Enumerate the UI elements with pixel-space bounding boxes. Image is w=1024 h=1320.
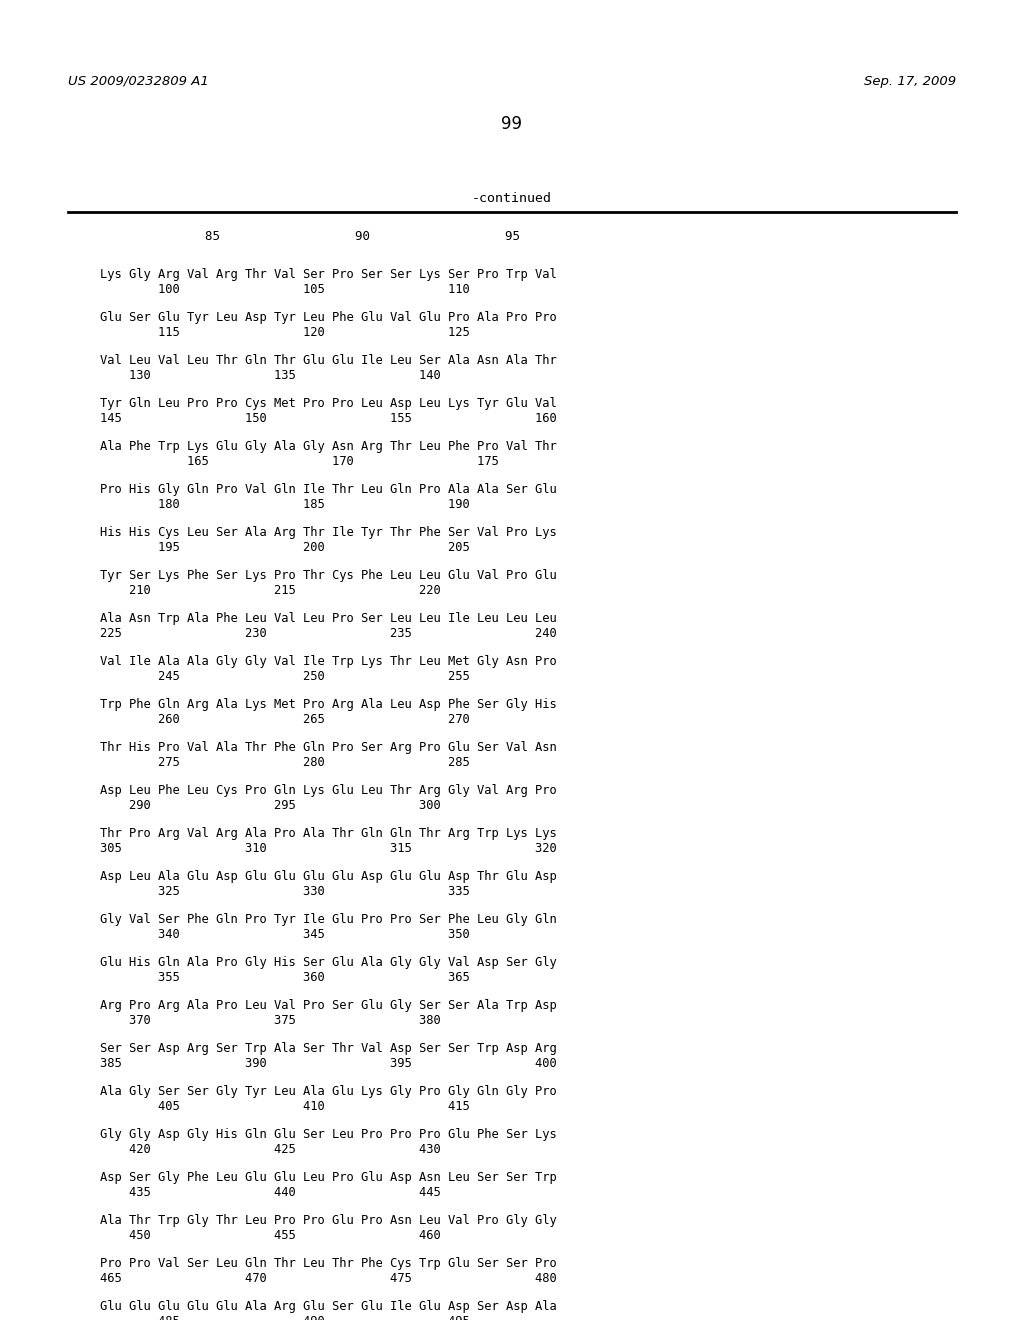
Text: 210                 215                 220: 210 215 220	[100, 583, 440, 597]
Text: 99: 99	[502, 115, 522, 133]
Text: 355                 360                 365: 355 360 365	[100, 972, 470, 983]
Text: Ala Thr Trp Gly Thr Leu Pro Pro Glu Pro Asn Leu Val Pro Gly Gly: Ala Thr Trp Gly Thr Leu Pro Pro Glu Pro …	[100, 1214, 557, 1228]
Text: Thr His Pro Val Ala Thr Phe Gln Pro Ser Arg Pro Glu Ser Val Asn: Thr His Pro Val Ala Thr Phe Gln Pro Ser …	[100, 741, 557, 754]
Text: 100                 105                 110: 100 105 110	[100, 282, 470, 296]
Text: Sep. 17, 2009: Sep. 17, 2009	[864, 75, 956, 88]
Text: Glu His Gln Ala Pro Gly His Ser Glu Ala Gly Gly Val Asp Ser Gly: Glu His Gln Ala Pro Gly His Ser Glu Ala …	[100, 956, 557, 969]
Text: 85                  90                  95: 85 90 95	[100, 230, 520, 243]
Text: US 2009/0232809 A1: US 2009/0232809 A1	[68, 75, 209, 88]
Text: 450                 455                 460: 450 455 460	[100, 1229, 440, 1242]
Text: Glu Ser Glu Tyr Leu Asp Tyr Leu Phe Glu Val Glu Pro Ala Pro Pro: Glu Ser Glu Tyr Leu Asp Tyr Leu Phe Glu …	[100, 312, 557, 323]
Text: Tyr Ser Lys Phe Ser Lys Pro Thr Cys Phe Leu Leu Glu Val Pro Glu: Tyr Ser Lys Phe Ser Lys Pro Thr Cys Phe …	[100, 569, 557, 582]
Text: His His Cys Leu Ser Ala Arg Thr Ile Tyr Thr Phe Ser Val Pro Lys: His His Cys Leu Ser Ala Arg Thr Ile Tyr …	[100, 525, 557, 539]
Text: 245                 250                 255: 245 250 255	[100, 671, 470, 682]
Text: Ala Phe Trp Lys Glu Gly Ala Gly Asn Arg Thr Leu Phe Pro Val Thr: Ala Phe Trp Lys Glu Gly Ala Gly Asn Arg …	[100, 440, 557, 453]
Text: 260                 265                 270: 260 265 270	[100, 713, 470, 726]
Text: Tyr Gln Leu Pro Pro Cys Met Pro Pro Leu Asp Leu Lys Tyr Glu Val: Tyr Gln Leu Pro Pro Cys Met Pro Pro Leu …	[100, 397, 557, 411]
Text: Glu Glu Glu Glu Glu Ala Arg Glu Ser Glu Ile Glu Asp Ser Asp Ala: Glu Glu Glu Glu Glu Ala Arg Glu Ser Glu …	[100, 1300, 557, 1313]
Text: Gly Val Ser Phe Gln Pro Tyr Ile Glu Pro Pro Ser Phe Leu Gly Gln: Gly Val Ser Phe Gln Pro Tyr Ile Glu Pro …	[100, 913, 557, 927]
Text: 180                 185                 190: 180 185 190	[100, 498, 470, 511]
Text: Val Leu Val Leu Thr Gln Thr Glu Glu Ile Leu Ser Ala Asn Ala Thr: Val Leu Val Leu Thr Gln Thr Glu Glu Ile …	[100, 354, 557, 367]
Text: Ala Asn Trp Ala Phe Leu Val Leu Pro Ser Leu Leu Ile Leu Leu Leu: Ala Asn Trp Ala Phe Leu Val Leu Pro Ser …	[100, 612, 557, 624]
Text: 325                 330                 335: 325 330 335	[100, 884, 470, 898]
Text: Ala Gly Ser Ser Gly Tyr Leu Ala Glu Lys Gly Pro Gly Gln Gly Pro: Ala Gly Ser Ser Gly Tyr Leu Ala Glu Lys …	[100, 1085, 557, 1098]
Text: 435                 440                 445: 435 440 445	[100, 1185, 440, 1199]
Text: 130                 135                 140: 130 135 140	[100, 370, 440, 381]
Text: 420                 425                 430: 420 425 430	[100, 1143, 440, 1156]
Text: 305                 310                 315                 320: 305 310 315 320	[100, 842, 557, 855]
Text: -continued: -continued	[472, 191, 552, 205]
Text: 195                 200                 205: 195 200 205	[100, 541, 470, 554]
Text: Pro Pro Val Ser Leu Gln Thr Leu Thr Phe Cys Trp Glu Ser Ser Pro: Pro Pro Val Ser Leu Gln Thr Leu Thr Phe …	[100, 1257, 557, 1270]
Text: 165                 170                 175: 165 170 175	[100, 455, 499, 469]
Text: 340                 345                 350: 340 345 350	[100, 928, 470, 941]
Text: 465                 470                 475                 480: 465 470 475 480	[100, 1272, 557, 1284]
Text: Val Ile Ala Ala Gly Gly Val Ile Trp Lys Thr Leu Met Gly Asn Pro: Val Ile Ala Ala Gly Gly Val Ile Trp Lys …	[100, 655, 557, 668]
Text: Pro His Gly Gln Pro Val Gln Ile Thr Leu Gln Pro Ala Ala Ser Glu: Pro His Gly Gln Pro Val Gln Ile Thr Leu …	[100, 483, 557, 496]
Text: Arg Pro Arg Ala Pro Leu Val Pro Ser Glu Gly Ser Ser Ala Trp Asp: Arg Pro Arg Ala Pro Leu Val Pro Ser Glu …	[100, 999, 557, 1012]
Text: Thr Pro Arg Val Arg Ala Pro Ala Thr Gln Gln Thr Arg Trp Lys Lys: Thr Pro Arg Val Arg Ala Pro Ala Thr Gln …	[100, 828, 557, 840]
Text: 115                 120                 125: 115 120 125	[100, 326, 470, 339]
Text: 385                 390                 395                 400: 385 390 395 400	[100, 1057, 557, 1071]
Text: Asp Leu Ala Glu Asp Glu Glu Glu Glu Asp Glu Glu Asp Thr Glu Asp: Asp Leu Ala Glu Asp Glu Glu Glu Glu Asp …	[100, 870, 557, 883]
Text: Asp Ser Gly Phe Leu Glu Glu Leu Pro Glu Asp Asn Leu Ser Ser Trp: Asp Ser Gly Phe Leu Glu Glu Leu Pro Glu …	[100, 1171, 557, 1184]
Text: 405                 410                 415: 405 410 415	[100, 1100, 470, 1113]
Text: 290                 295                 300: 290 295 300	[100, 799, 440, 812]
Text: 145                 150                 155                 160: 145 150 155 160	[100, 412, 557, 425]
Text: Lys Gly Arg Val Arg Thr Val Ser Pro Ser Ser Lys Ser Pro Trp Val: Lys Gly Arg Val Arg Thr Val Ser Pro Ser …	[100, 268, 557, 281]
Text: 485                 490                 495: 485 490 495	[100, 1315, 470, 1320]
Text: 275                 280                 285: 275 280 285	[100, 756, 470, 770]
Text: Asp Leu Phe Leu Cys Pro Gln Lys Glu Leu Thr Arg Gly Val Arg Pro: Asp Leu Phe Leu Cys Pro Gln Lys Glu Leu …	[100, 784, 557, 797]
Text: Ser Ser Asp Arg Ser Trp Ala Ser Thr Val Asp Ser Ser Trp Asp Arg: Ser Ser Asp Arg Ser Trp Ala Ser Thr Val …	[100, 1041, 557, 1055]
Text: 370                 375                 380: 370 375 380	[100, 1014, 440, 1027]
Text: Gly Gly Asp Gly His Gln Glu Ser Leu Pro Pro Pro Glu Phe Ser Lys: Gly Gly Asp Gly His Gln Glu Ser Leu Pro …	[100, 1129, 557, 1140]
Text: 225                 230                 235                 240: 225 230 235 240	[100, 627, 557, 640]
Text: Trp Phe Gln Arg Ala Lys Met Pro Arg Ala Leu Asp Phe Ser Gly His: Trp Phe Gln Arg Ala Lys Met Pro Arg Ala …	[100, 698, 557, 711]
